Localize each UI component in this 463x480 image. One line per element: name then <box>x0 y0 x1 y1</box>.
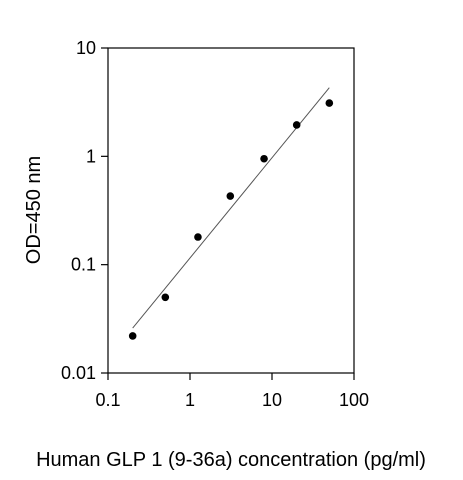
x-tick-label: 0.1 <box>95 390 120 410</box>
y-tick-label: 10 <box>76 38 96 58</box>
x-axis-label: Human GLP 1 (9-36a) concentration (pg/ml… <box>36 449 426 471</box>
y-axis-label: OD=450 nm <box>23 156 45 264</box>
plot-frame <box>107 47 355 374</box>
data-point <box>325 99 334 107</box>
x-tick-label: 1 <box>185 390 195 410</box>
x-tick-label: 100 <box>339 390 369 410</box>
data-point <box>194 233 202 241</box>
y-tick-label: 1 <box>86 146 96 166</box>
data-point <box>260 154 268 163</box>
data-point <box>292 121 301 129</box>
data-points <box>128 99 334 340</box>
data-point <box>161 293 170 302</box>
x-tick-label: 10 <box>262 390 282 410</box>
data-point <box>226 192 235 200</box>
data-point <box>128 332 137 340</box>
y-tick-label: 0.01 <box>61 363 96 383</box>
axis-ticks <box>101 47 355 380</box>
tick-labels: 0.1 1 10 100 0.01 0.1 1 10 <box>61 38 369 410</box>
y-tick-label: 0.1 <box>71 255 96 275</box>
